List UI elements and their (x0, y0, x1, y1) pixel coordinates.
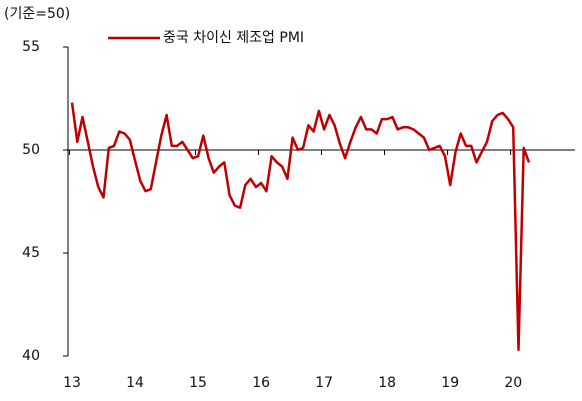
x-tick-label: 14 (126, 375, 144, 391)
x-tick-label: 16 (252, 375, 270, 391)
x-tick-label: 17 (315, 375, 333, 391)
y-axis-label: (기준=50) (4, 6, 70, 22)
x-tick-label: 20 (504, 375, 522, 391)
x-tick-label: 18 (378, 375, 396, 391)
y-tick-label: 50 (22, 142, 40, 158)
series-line (70, 102, 531, 352)
x-tick-label: 19 (441, 375, 459, 391)
legend-label: 중국 차이신 제조업 PMI (163, 30, 304, 46)
x-tick-label: 13 (63, 375, 81, 391)
y-tick-label: 45 (22, 245, 40, 261)
x-tick-label: 15 (189, 375, 207, 391)
y-tick-label: 55 (22, 39, 40, 55)
y-tick-label: 40 (22, 348, 40, 364)
